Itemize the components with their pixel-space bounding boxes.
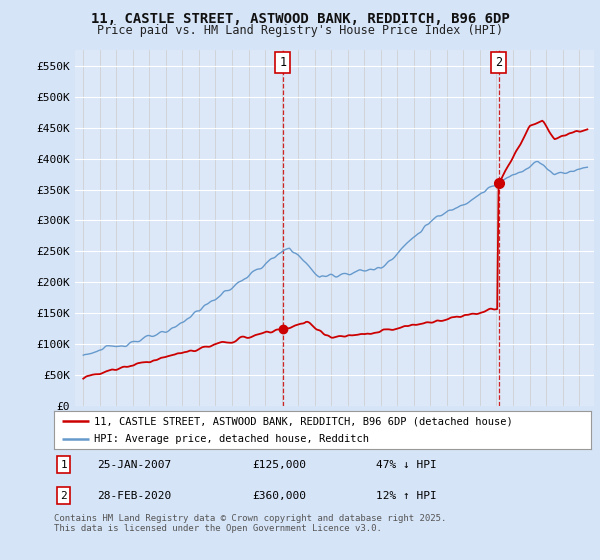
Text: 2: 2 [495, 56, 502, 69]
Text: Price paid vs. HM Land Registry's House Price Index (HPI): Price paid vs. HM Land Registry's House … [97, 24, 503, 36]
Text: 47% ↓ HPI: 47% ↓ HPI [376, 460, 437, 470]
Text: 28-FEB-2020: 28-FEB-2020 [97, 491, 171, 501]
Text: Contains HM Land Registry data © Crown copyright and database right 2025.
This d: Contains HM Land Registry data © Crown c… [54, 514, 446, 534]
Text: 1: 1 [279, 56, 286, 69]
Text: 11, CASTLE STREET, ASTWOOD BANK, REDDITCH, B96 6DP: 11, CASTLE STREET, ASTWOOD BANK, REDDITC… [91, 12, 509, 26]
Text: HPI: Average price, detached house, Redditch: HPI: Average price, detached house, Redd… [94, 434, 369, 444]
Text: 2: 2 [60, 491, 67, 501]
Text: 1: 1 [60, 460, 67, 470]
Text: £125,000: £125,000 [253, 460, 307, 470]
Text: 12% ↑ HPI: 12% ↑ HPI [376, 491, 437, 501]
Text: £360,000: £360,000 [253, 491, 307, 501]
Text: 25-JAN-2007: 25-JAN-2007 [97, 460, 171, 470]
Text: 11, CASTLE STREET, ASTWOOD BANK, REDDITCH, B96 6DP (detached house): 11, CASTLE STREET, ASTWOOD BANK, REDDITC… [94, 416, 513, 426]
